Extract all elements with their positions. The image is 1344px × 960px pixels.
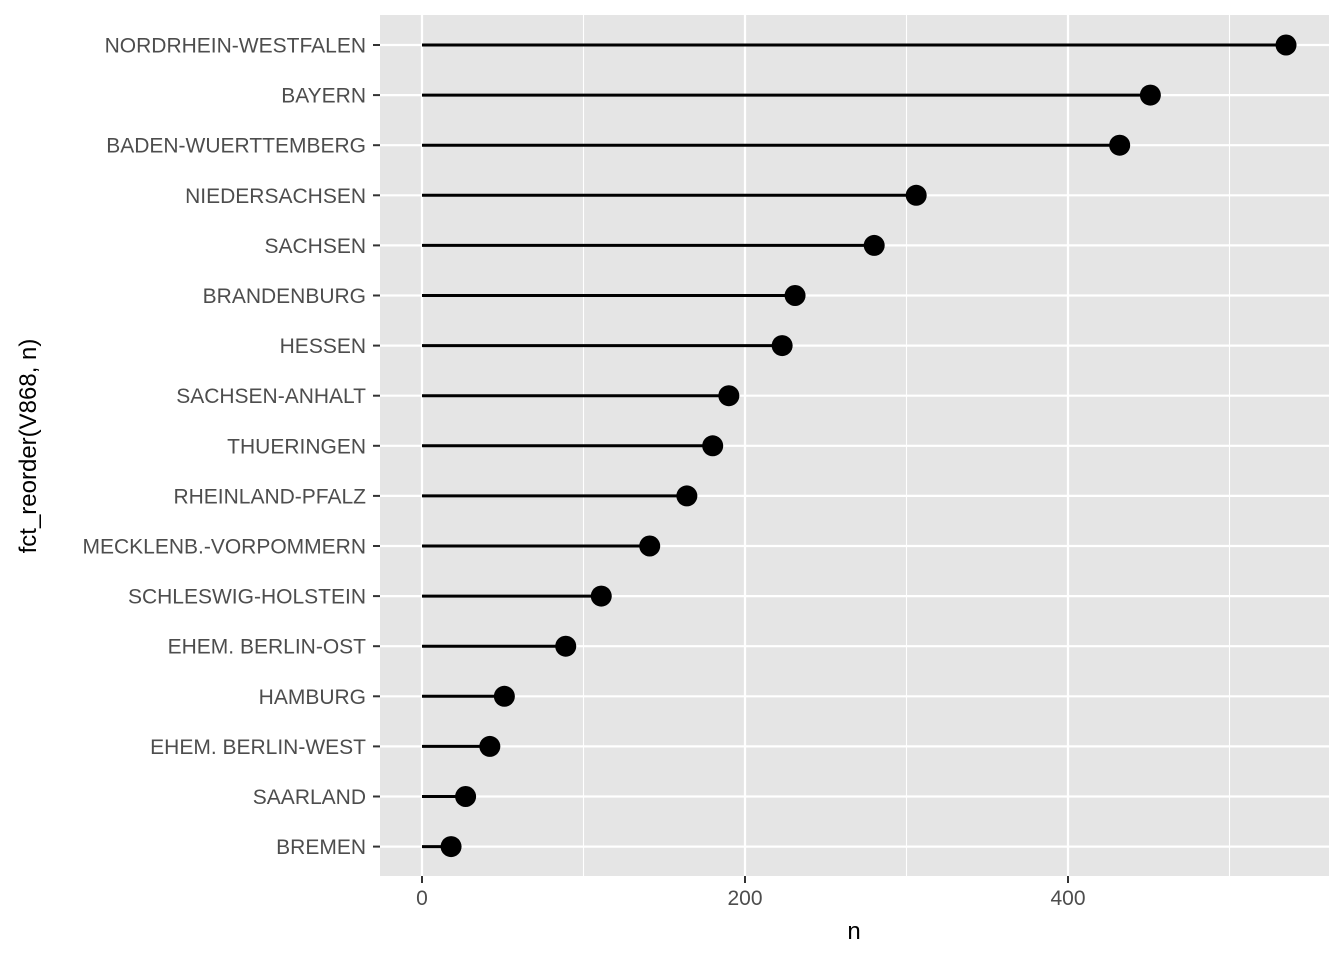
y-tick-label: HESSEN: [280, 335, 366, 358]
lollipop-point: [555, 635, 577, 657]
lollipop-point: [440, 836, 462, 858]
y-tick-label: HAMBURG: [259, 686, 366, 709]
y-tick-label: NIEDERSACHSEN: [185, 185, 366, 208]
lollipop-point: [590, 585, 612, 607]
lollipop-point: [676, 485, 698, 507]
lollipop-points: [440, 34, 1297, 858]
y-tick-label: BREMEN: [276, 836, 366, 859]
y-tick-label: SACHSEN: [264, 235, 366, 258]
lollipop-point: [771, 335, 793, 357]
lollipop-stems: [422, 43, 1287, 849]
y-tick-label: SACHSEN-ANHALT: [176, 385, 366, 408]
y-tick-label: SAARLAND: [253, 786, 366, 809]
lollipop-point: [493, 685, 515, 707]
y-tick-label: BRANDENBURG: [203, 285, 366, 308]
y-tick-label: NORDRHEIN-WESTFALEN: [105, 35, 366, 58]
y-tick-label: EHEM. BERLIN-WEST: [150, 736, 366, 759]
y-tick-label: BADEN-WUERTTEMBERG: [106, 135, 366, 158]
lollipop-point: [1275, 34, 1297, 56]
x-tick-label: 400: [1050, 887, 1085, 910]
x-tick-label: 200: [727, 887, 762, 910]
y-axis: NORDRHEIN-WESTFALEN BAYERN BADEN-WUERTTEMB…: [82, 35, 380, 859]
lollipop-point: [479, 735, 501, 757]
lollipop-point: [718, 385, 740, 407]
y-tick-label: EHEM. BERLIN-OST: [168, 636, 367, 659]
lollipop-point: [784, 285, 806, 306]
lollipop-point: [905, 184, 927, 206]
y-tick-label: RHEINLAND-PFALZ: [173, 485, 366, 508]
y-tick-label: MECKLENB.-VORPOMMERN: [82, 536, 366, 559]
lollipop-point: [863, 234, 885, 256]
lollipop-point: [1109, 134, 1131, 156]
lollipop-point: [639, 535, 661, 557]
lollipop-point: [702, 435, 724, 457]
lollipop-point: [455, 786, 477, 807]
x-axis: 0 200 400: [416, 876, 1086, 910]
lollipop-point: [1139, 84, 1161, 106]
y-tick-label: SCHLESWIG-HOLSTEIN: [128, 586, 366, 609]
y-tick-label: BAYERN: [281, 85, 366, 108]
y-axis-title: fct_reorder(V868, n): [15, 339, 42, 554]
x-tick-label: 0: [416, 887, 428, 910]
y-tick-label: THUERINGEN: [227, 435, 366, 458]
x-axis-title: n: [847, 918, 860, 945]
